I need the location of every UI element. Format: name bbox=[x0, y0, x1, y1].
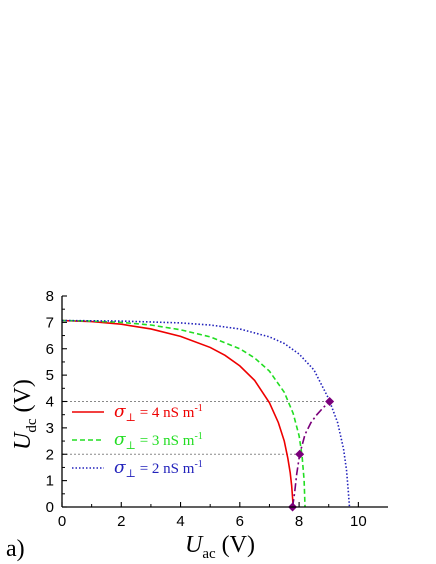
x-tick-label: 6 bbox=[236, 513, 244, 530]
diamond-marker-2 bbox=[295, 449, 305, 459]
y-tick-label: 1 bbox=[46, 473, 54, 490]
legend: σ⊥ = 4 nS m-1 σ⊥ = 3 nS m-1 σ⊥ = 2 nS m-1 bbox=[72, 402, 203, 480]
legend-entry-2: σ⊥ = 3 nS m-1 bbox=[114, 430, 203, 452]
y-tick-label: 4 bbox=[46, 394, 54, 411]
series-line-3 bbox=[61, 319, 351, 508]
y-tick-label: 8 bbox=[46, 288, 54, 305]
legend-entry-1: σ⊥ = 4 nS m-1 bbox=[114, 402, 203, 424]
x-tick-label: 4 bbox=[176, 513, 184, 530]
reference-lines bbox=[62, 401, 330, 455]
legend-entry-3: σ⊥ = 2 nS m-1 bbox=[114, 458, 203, 480]
series-line-4 bbox=[291, 400, 331, 508]
plot-area bbox=[61, 319, 351, 512]
axis-labels: Uac (V) Udc (V) a) bbox=[6, 379, 255, 562]
x-tick-label: 8 bbox=[295, 513, 303, 530]
x-tick-label: 0 bbox=[58, 513, 66, 530]
y-tick-label: 5 bbox=[46, 367, 54, 384]
ticks: 0 2 4 6 8 10 0 1 2 3 4 5 6 7 8 bbox=[46, 288, 367, 530]
diamond-marker-3 bbox=[325, 397, 335, 406]
y-tick-label: 7 bbox=[46, 314, 54, 331]
y-tick-label: 3 bbox=[46, 420, 54, 437]
series-line-1 bbox=[61, 319, 294, 508]
y-axis-title: Udc (V) bbox=[10, 379, 40, 450]
panel-label: a) bbox=[6, 536, 25, 562]
y-tick-label: 0 bbox=[46, 499, 54, 516]
y-tick-label: 2 bbox=[46, 446, 54, 463]
x-tick-label: 2 bbox=[117, 513, 125, 530]
y-tick-label: 6 bbox=[46, 341, 54, 358]
x-axis-title: Uac (V) bbox=[185, 532, 255, 562]
x-tick-label: 10 bbox=[350, 513, 367, 530]
